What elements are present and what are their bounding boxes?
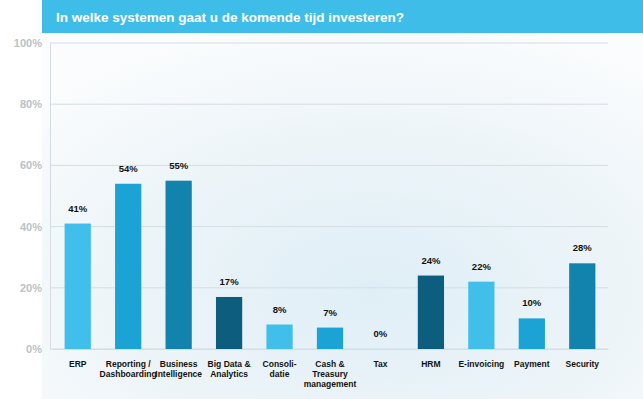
x-tick: Reporting /Dashboarding	[100, 349, 157, 379]
grid	[50, 43, 608, 349]
x-tick-label-line: Cash &	[315, 359, 344, 369]
x-tick-label-line: datie	[270, 369, 290, 379]
x-tick: BusinessIntelligence	[155, 349, 202, 379]
x-tick-label-line: E-invoicing	[458, 359, 504, 369]
y-axis-line	[50, 44, 51, 350]
x-tick-label-line: Analytics	[210, 369, 248, 379]
bar	[519, 318, 545, 349]
y-tick-label: 40%	[20, 221, 42, 233]
data-labels: 41% 54% 55% 17% 8% 7% 0% 24% 22% 10% 28%	[68, 160, 592, 339]
x-tick-label-line: HRM	[421, 359, 440, 369]
x-axis-line	[53, 349, 609, 350]
x-tick-label: ERP	[69, 359, 87, 369]
x-axis: ERP Reporting /DashboardingBusinessIntell…	[53, 349, 609, 389]
bar	[115, 184, 141, 349]
y-tick-label: 80%	[20, 98, 42, 110]
x-tick-label-line: Tax	[373, 359, 387, 369]
data-label: 22%	[472, 261, 492, 272]
y-tick: 0%	[26, 343, 50, 355]
chart: In welke systemen gaat u de komende tijd…	[0, 0, 643, 399]
y-tick: 100%	[14, 37, 50, 49]
bar	[367, 349, 393, 350]
x-tick: Payment	[514, 349, 550, 369]
data-label: 55%	[169, 160, 189, 171]
x-tick-label: HRM	[421, 359, 440, 369]
grid-line	[50, 104, 608, 105]
background	[42, 34, 643, 399]
data-label: 28%	[573, 242, 593, 253]
data-label: 7%	[323, 307, 337, 318]
x-tick: HRM	[421, 349, 440, 369]
x-tick: ERP	[69, 349, 87, 369]
data-label: 0%	[374, 328, 388, 339]
y-tick: 80%	[20, 98, 50, 110]
x-tick-label: BusinessIntelligence	[155, 359, 202, 379]
data-label: 54%	[119, 163, 139, 174]
x-tick-label-line: Business	[160, 359, 198, 369]
x-tick: Security	[565, 349, 599, 369]
bar	[418, 276, 444, 349]
data-label: 8%	[273, 304, 287, 315]
bar	[317, 328, 343, 349]
y-tick: 40%	[20, 221, 50, 233]
y-tick-label: 0%	[26, 343, 42, 355]
x-tick-label: Payment	[514, 359, 550, 369]
title-banner	[42, 0, 643, 33]
x-tick-label: Reporting /Dashboarding	[100, 359, 157, 379]
data-label: 24%	[421, 255, 441, 266]
x-tick: Cash &Treasurymanagement	[304, 349, 357, 389]
bar	[166, 181, 192, 349]
x-tick: Tax	[373, 349, 387, 369]
y-tick: 20%	[20, 282, 50, 294]
bar	[65, 224, 91, 349]
bar	[216, 297, 242, 349]
title: In welke systemen gaat u de komende tijd…	[56, 10, 404, 25]
x-tick-label-line: Payment	[514, 359, 550, 369]
bars	[65, 181, 596, 349]
grid-line	[50, 43, 608, 44]
x-tick: Big Data &Analytics	[208, 349, 251, 379]
x-tick-label-line: management	[304, 379, 357, 389]
x-tick-label-line: Reporting /	[106, 359, 151, 369]
x-tick-label-line: Treasury	[312, 369, 348, 379]
x-tick-label-line: Consoli-	[263, 359, 297, 369]
x-tick-label: Tax	[373, 359, 387, 369]
x-tick-label-line: Dashboarding	[100, 369, 157, 379]
x-tick-label: E-invoicing	[458, 359, 504, 369]
x-tick-label-line: Big Data &	[208, 359, 251, 369]
x-tick-label: Cash &Treasurymanagement	[304, 359, 357, 389]
y-tick-label: 60%	[20, 159, 42, 171]
bar	[569, 263, 595, 349]
x-tick-label: Consoli-datie	[263, 359, 297, 379]
data-label: 41%	[68, 203, 88, 214]
data-label: 17%	[220, 276, 240, 287]
x-tick-label-line: Intelligence	[155, 369, 202, 379]
x-tick: E-invoicing	[458, 349, 504, 369]
x-tick-label: Security	[565, 359, 599, 369]
x-tick-label-line: Security	[565, 359, 599, 369]
bar	[266, 325, 292, 349]
data-label: 10%	[522, 297, 542, 308]
x-tick: Consoli-datie	[263, 349, 297, 379]
x-tick-label-line: ERP	[69, 359, 87, 369]
bar	[468, 282, 494, 349]
x-tick-label: Big Data &Analytics	[208, 359, 251, 379]
y-tick-label: 20%	[20, 282, 42, 294]
y-axis: 0% 20% 40% 60% 80% 100%	[14, 37, 51, 355]
y-tick-label: 100%	[14, 37, 42, 49]
y-tick: 60%	[20, 159, 50, 171]
